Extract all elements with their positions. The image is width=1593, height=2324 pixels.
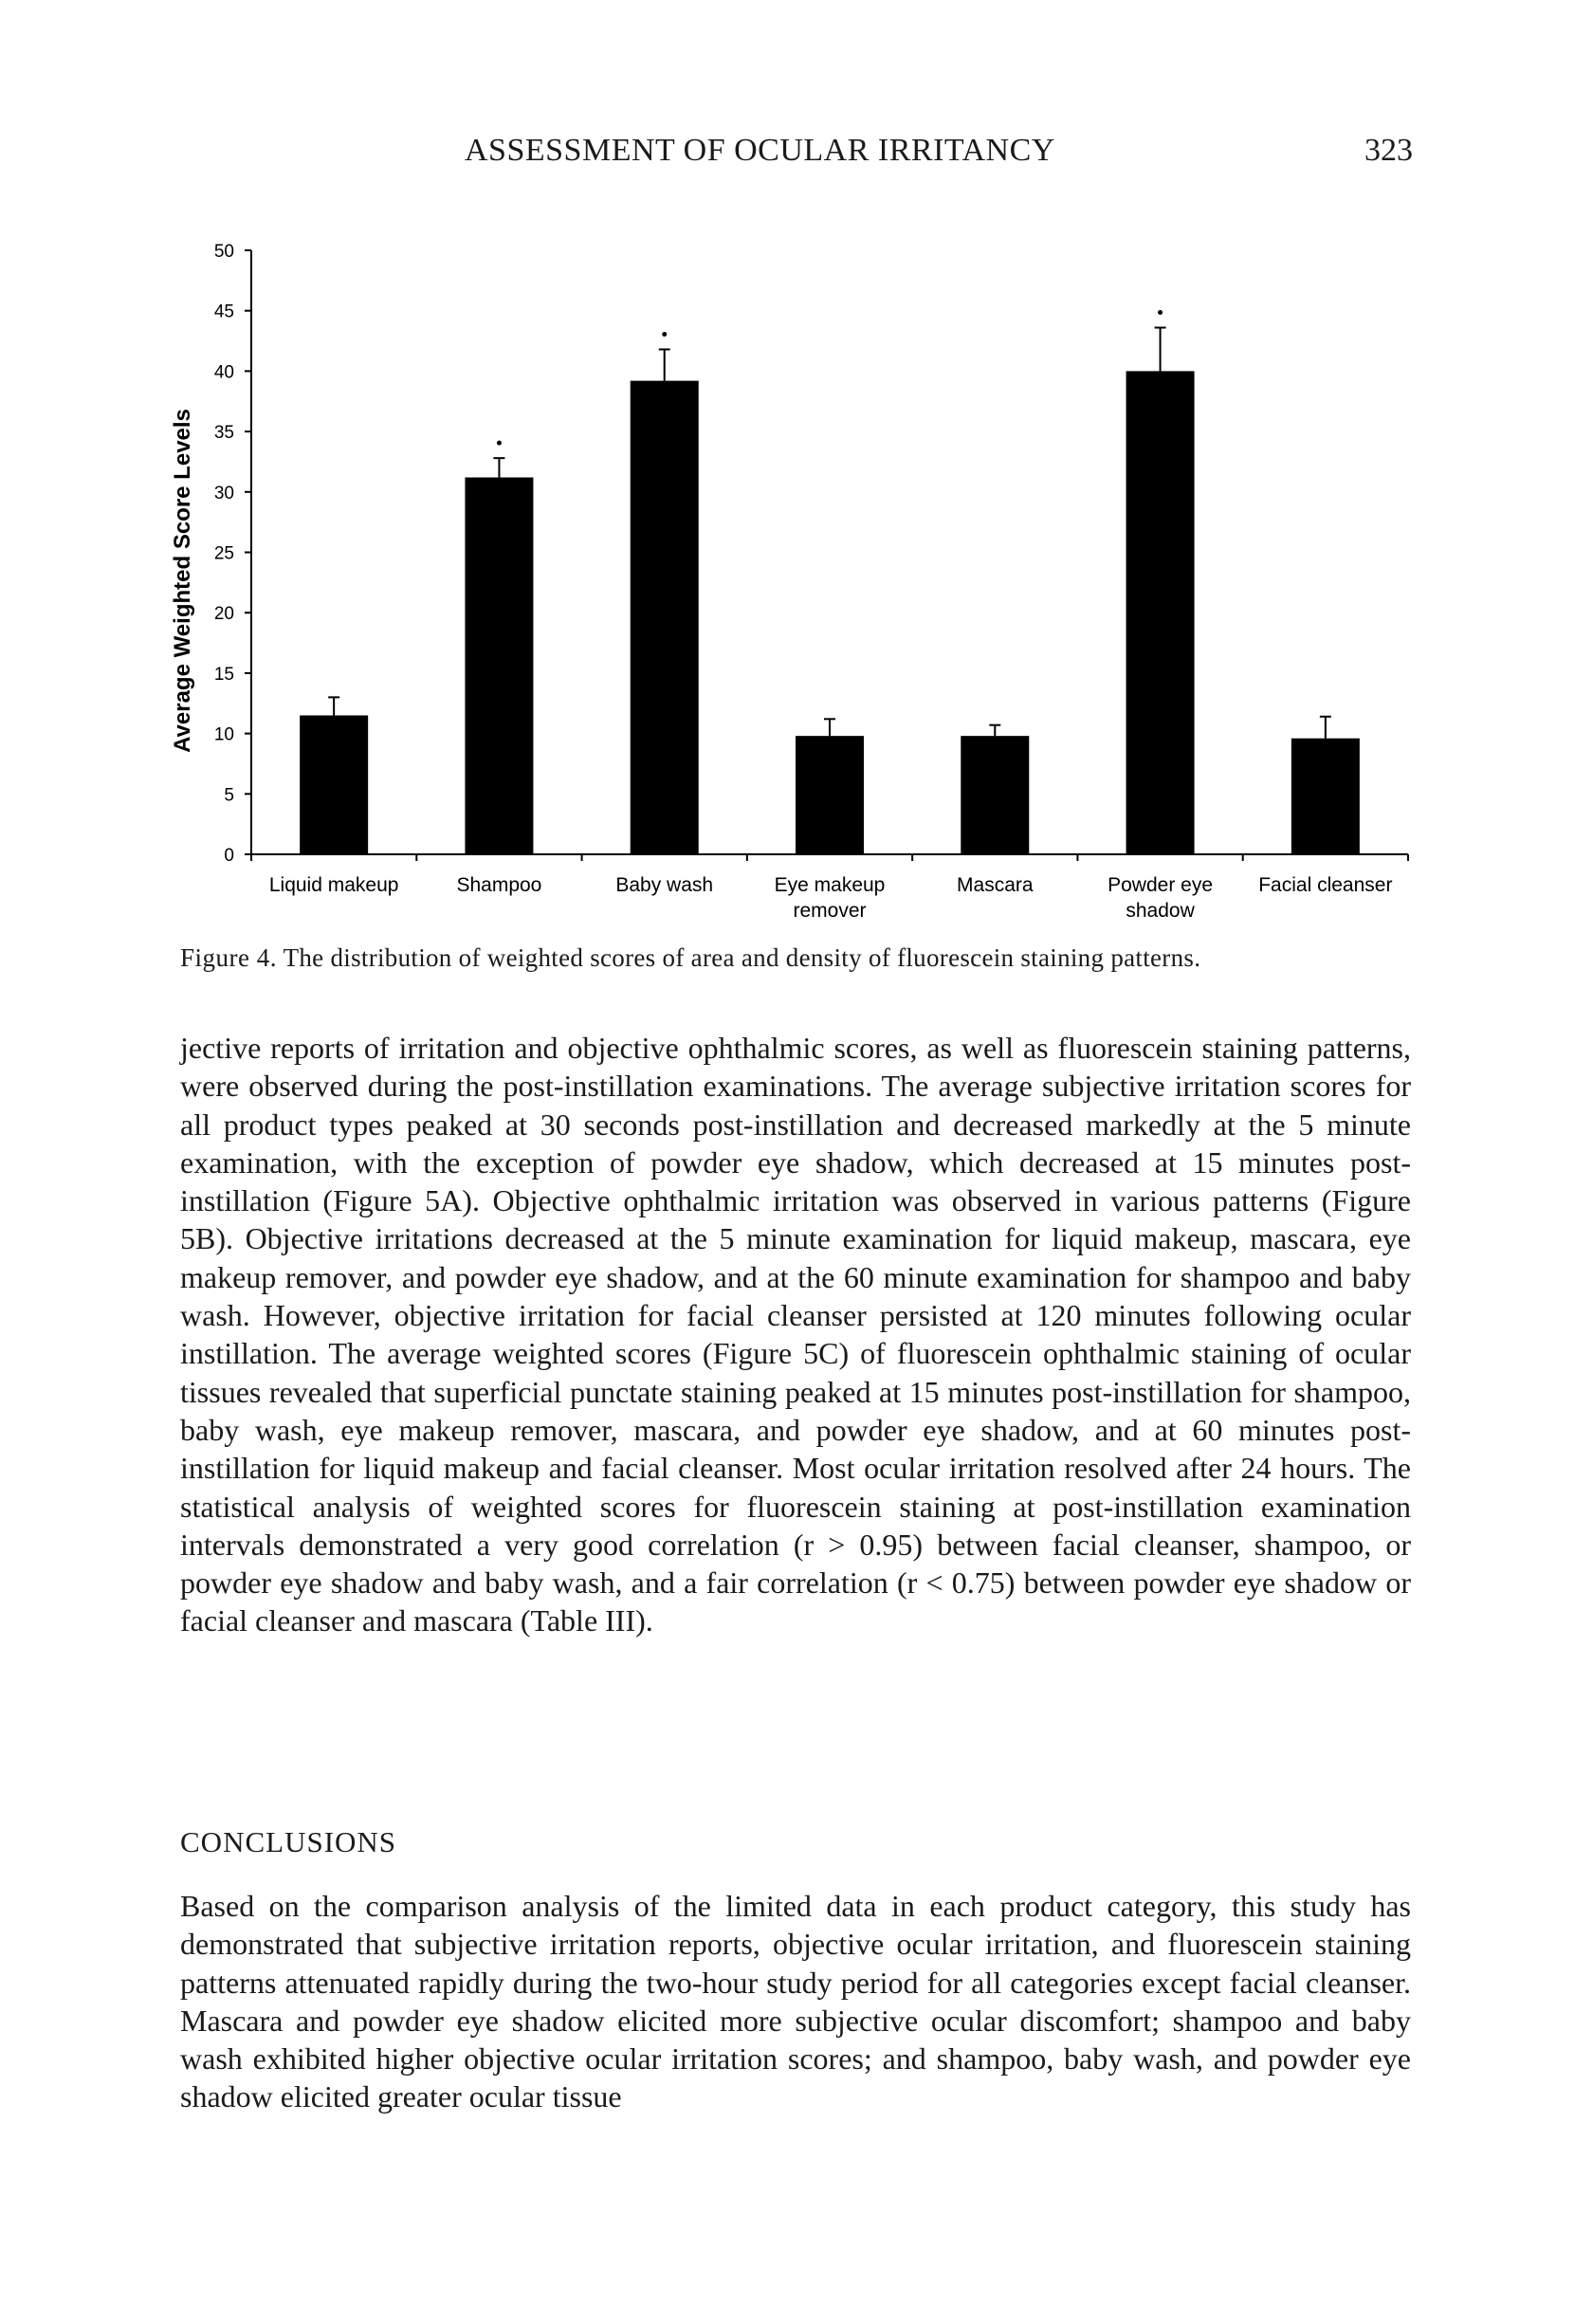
bar	[961, 736, 1030, 854]
y-tick-label: 30	[214, 484, 234, 503]
y-tick-label: 20	[214, 604, 234, 624]
running-title: ASSESSMENT OF OCULAR IRRITANCY	[465, 133, 1055, 168]
running-head: ASSESSMENT OF OCULAR IRRITANCY 323	[0, 133, 1593, 180]
y-tick-label: 10	[214, 725, 234, 745]
x-tick-label: Liquid makeup	[269, 874, 399, 896]
x-tick-label: shadow	[1126, 900, 1195, 922]
bar	[1291, 738, 1360, 854]
y-tick-label: 35	[214, 423, 234, 443]
figure-caption-label: Figure 4.	[180, 943, 277, 972]
figure-4: 0 5 10 15 20 25 30 35 40 45 50 Average Weighted Sco…	[152, 228, 1422, 948]
x-tick-label: remover	[793, 900, 866, 922]
y-tick-label: 5	[224, 785, 234, 805]
bar	[630, 380, 699, 854]
x-tick-label: Mascara	[957, 874, 1034, 896]
x-tick-label: Eye makeup	[775, 874, 886, 896]
bar	[300, 715, 369, 854]
x-tick-label: Baby wash	[615, 874, 713, 896]
figure-caption: Figure 4. The distribution of weighted s…	[180, 943, 1413, 973]
x-tick-label: Powder eye	[1108, 874, 1213, 896]
figure-caption-text: The distribution of weighted scores of a…	[283, 943, 1201, 972]
y-tick-label: 50	[214, 242, 234, 262]
bar	[465, 477, 534, 854]
significance-mark	[662, 331, 668, 337]
bar-chart: 0 5 10 15 20 25 30 35 40 45 50 Average Weighted Sco…	[170, 242, 1409, 922]
x-tick-label: Shampoo	[456, 874, 541, 896]
significance-mark	[1158, 310, 1163, 316]
y-tick-label: 0	[224, 846, 234, 866]
body-paragraph: Based on the comparison analysis of the …	[180, 1889, 1411, 2114]
body-paragraph: jective reports of irritation and object…	[180, 1031, 1411, 1638]
y-tick-label: 25	[214, 544, 234, 564]
bar	[796, 736, 864, 854]
page-number: 323	[1364, 133, 1413, 168]
bar	[1126, 371, 1195, 854]
y-tick-label: 40	[214, 362, 234, 382]
x-tick-label: Facial cleanser	[1258, 874, 1392, 896]
y-axis-label: Average Weighted Score Levels	[170, 409, 195, 753]
y-tick-label: 45	[214, 302, 234, 322]
y-tick-label: 15	[214, 665, 234, 685]
significance-mark	[496, 440, 502, 446]
section-heading-conclusions: CONCLUSIONS	[180, 1825, 397, 1858]
